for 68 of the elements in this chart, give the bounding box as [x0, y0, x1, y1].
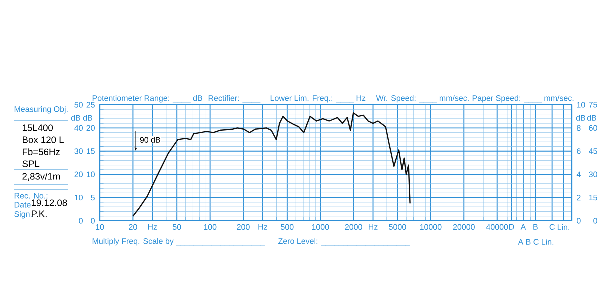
x-tick-label: 200 — [237, 224, 250, 230]
x-tick-label: 2000 — [345, 224, 362, 230]
text: Wr. Speed: ____ mm/sec. — [376, 95, 469, 103]
y-tick-label: 50 — [74, 102, 83, 108]
text: Measuring Obj. — [14, 106, 68, 114]
x-tick-label: B — [534, 224, 538, 230]
text: 19.12.08 — [32, 200, 68, 206]
text: dB — [576, 115, 586, 121]
y-tick-label: 30 — [74, 148, 83, 154]
text: dB — [71, 115, 80, 121]
text: dB — [587, 115, 596, 121]
y3-tick-label: 10 — [87, 172, 95, 178]
text: A B C Lin. — [518, 239, 554, 245]
annotation: 90 dB — [140, 137, 160, 143]
x-tick-label: 5000 — [389, 224, 406, 230]
text: 60 — [589, 125, 598, 132]
text: Zero Level: ____________________ — [278, 238, 410, 246]
x-tick-label: A — [520, 224, 526, 230]
x-tick-label: 1000 — [312, 224, 330, 230]
text: 0 — [594, 218, 598, 224]
text: 15 — [589, 195, 598, 201]
x-tick-label: Lin. — [558, 224, 570, 230]
text: 45 — [589, 148, 598, 154]
text: Multiply Freq. Scale by ____________________ — [92, 238, 266, 246]
text: Box 120 L — [23, 136, 64, 144]
x-tick-label: C — [550, 224, 555, 230]
text: P.K. — [32, 210, 47, 218]
y2-tick-label: 4 — [576, 172, 581, 178]
x-tick-label: Hz — [148, 224, 158, 230]
text: Lower Lim. Freq.: ____ Hz — [270, 95, 366, 103]
y2-tick-label: 8 — [577, 125, 581, 132]
x-tick-label: D — [509, 224, 514, 230]
text: Sign. — [14, 211, 32, 219]
text: Potentiometer Range: ____ dB — [92, 95, 202, 103]
text: 30 — [589, 172, 598, 178]
y-tick-label: 20 — [74, 172, 83, 178]
y3-tick-label: 20 — [86, 125, 95, 132]
y2-tick-label: 0 — [577, 218, 581, 224]
y3-tick-label: 5 — [91, 195, 95, 201]
x-tick-label: 10 — [96, 224, 104, 230]
y3-tick-label: 0 — [91, 218, 95, 224]
x-tick-label: 500 — [281, 224, 294, 230]
x-tick-label: 10000 — [420, 224, 442, 230]
y2-tick-label: 10 — [577, 102, 586, 108]
text: SPL — [22, 160, 40, 168]
text: 2,83v/1m — [22, 173, 60, 181]
x-tick-label: 40000 — [486, 224, 508, 230]
x-tick-label: 20000 — [453, 224, 475, 230]
y2-tick-label: 2 — [577, 195, 581, 201]
y-tick-label: 10 — [75, 194, 83, 201]
text: Date — [14, 202, 31, 208]
x-tick-label: Hz — [258, 224, 268, 230]
text: Rec. No.: — [14, 193, 48, 199]
x-tick-label: 20 — [129, 224, 138, 230]
text: dB — [83, 115, 92, 121]
y2-tick-label: 6 — [577, 148, 581, 154]
x-tick-label: 50 — [172, 224, 182, 230]
text: Rectifier: ____ — [208, 95, 261, 103]
text: Fb=56Hz — [23, 148, 60, 156]
text: 15L400 — [22, 124, 54, 132]
y3-tick-label: 25 — [86, 102, 95, 108]
text: 75 — [589, 102, 598, 108]
y-tick-label: 0 — [79, 218, 83, 224]
x-tick-label: Hz — [369, 224, 378, 230]
x-tick-label: 100 — [204, 224, 217, 230]
y3-tick-label: 15 — [87, 148, 95, 154]
text: Paper Speed: ____ mm/sec. — [472, 95, 574, 103]
y-tick-label: 40 — [74, 125, 83, 132]
